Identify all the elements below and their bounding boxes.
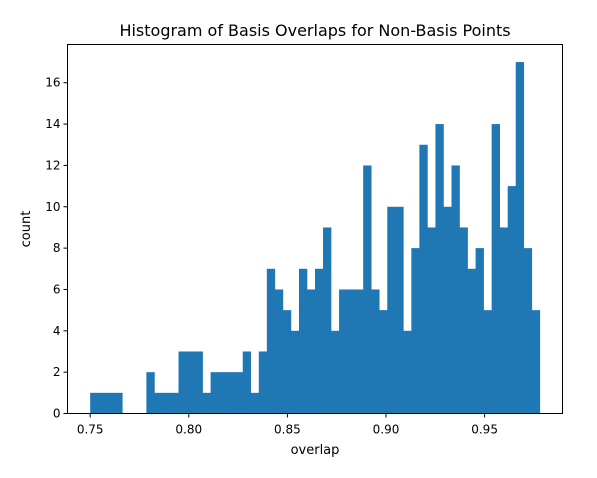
histogram-bar: [371, 289, 379, 413]
histogram-bar: [347, 289, 355, 413]
histogram-bar: [379, 310, 387, 413]
histogram-bar: [243, 351, 251, 413]
y-tick-label: 14: [45, 117, 60, 131]
histogram-bar: [259, 351, 267, 413]
y-axis-ticks: 0 2 4 6 8 10 12 14 16: [45, 76, 67, 421]
histogram-bar: [267, 269, 275, 414]
histogram-bar: [227, 372, 235, 413]
histogram-bar: [170, 393, 178, 414]
histogram-bar: [500, 227, 508, 413]
histogram-bar: [211, 372, 219, 413]
histogram-bar: [468, 269, 476, 414]
histogram-bar: [146, 372, 154, 413]
histogram-bar: [331, 331, 339, 414]
histogram-bar: [219, 372, 227, 413]
y-tick-label: 2: [53, 365, 61, 379]
histogram-bar: [307, 289, 315, 413]
x-tick-label: 0.80: [175, 423, 202, 437]
x-axis-ticks: 0.75 0.80 0.85 0.90 0.95: [77, 414, 498, 437]
x-tick-label: 0.95: [471, 423, 498, 437]
chart-title: Histogram of Basis Overlaps for Non-Basi…: [119, 21, 510, 40]
histogram-bar: [516, 62, 524, 413]
histogram-bar: [154, 393, 162, 414]
histogram-bar: [299, 269, 307, 414]
histogram-bar: [492, 124, 500, 413]
histogram-bar: [508, 186, 516, 413]
x-tick-label: 0.90: [373, 423, 400, 437]
histogram-bar: [162, 393, 170, 414]
histogram-bar: [179, 351, 187, 413]
histogram-bar: [419, 145, 427, 414]
histogram-bar: [275, 289, 283, 413]
histogram-bar: [323, 227, 331, 413]
x-axis-label: overlap: [291, 443, 340, 458]
y-tick-label: 12: [45, 158, 60, 172]
histogram-bar: [443, 207, 451, 414]
y-tick-label: 10: [45, 200, 60, 214]
histogram-bar: [484, 310, 492, 413]
histogram-bar: [524, 248, 532, 413]
histogram-bar: [451, 165, 459, 413]
histogram-bar: [90, 393, 98, 414]
histogram-bar: [460, 227, 468, 413]
histogram-bar: [435, 124, 443, 413]
histogram-bar: [98, 393, 106, 414]
histogram-bars: [90, 62, 540, 413]
histogram-bar: [476, 248, 484, 413]
histogram-bar: [106, 393, 114, 414]
y-axis-label: count: [19, 211, 34, 248]
histogram-bar: [291, 331, 299, 414]
histogram-bar: [251, 393, 259, 414]
histogram-bar: [203, 393, 211, 414]
histogram-bar: [411, 248, 419, 413]
histogram-bar: [427, 227, 435, 413]
y-tick-label: 6: [53, 282, 61, 296]
histogram-bar: [403, 331, 411, 414]
histogram-bar: [187, 351, 195, 413]
histogram-bar: [532, 310, 540, 413]
x-tick-label: 0.75: [77, 423, 104, 437]
x-tick-label: 0.85: [274, 423, 301, 437]
histogram-bar: [355, 289, 363, 413]
histogram-bar: [114, 393, 122, 414]
histogram-bar: [387, 207, 395, 414]
y-tick-label: 0: [53, 407, 61, 421]
histogram-bar: [363, 165, 371, 413]
histogram-bar: [283, 310, 291, 413]
y-tick-label: 4: [53, 324, 61, 338]
histogram-bar: [339, 289, 347, 413]
histogram-bar: [395, 207, 403, 414]
histogram-bar: [195, 351, 203, 413]
histogram-bar: [235, 372, 243, 413]
y-tick-label: 8: [53, 241, 61, 255]
histogram-bar: [315, 269, 323, 414]
y-tick-label: 16: [45, 76, 60, 90]
